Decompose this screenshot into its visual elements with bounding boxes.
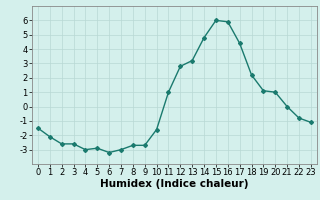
X-axis label: Humidex (Indice chaleur): Humidex (Indice chaleur) xyxy=(100,179,249,189)
